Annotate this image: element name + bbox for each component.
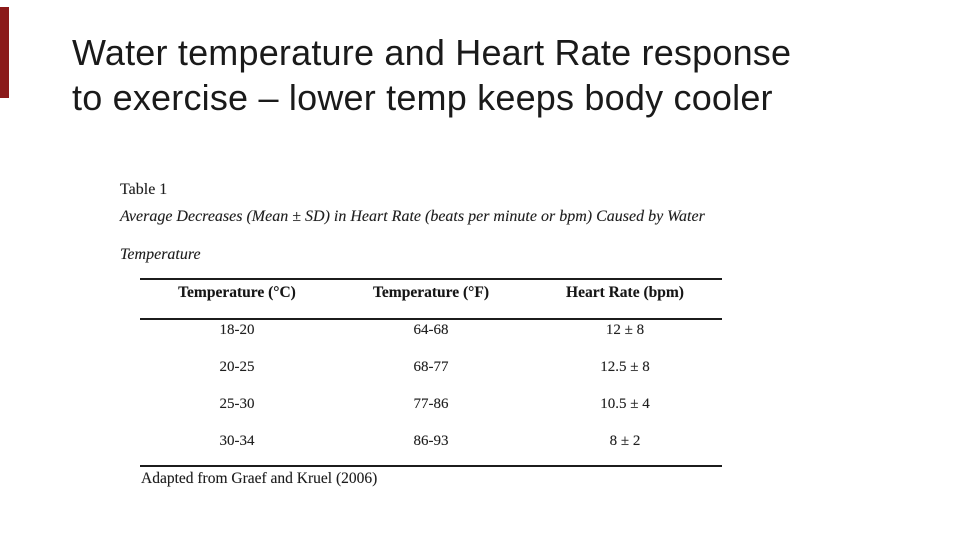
table-rule-under-header	[140, 318, 722, 320]
table-cell: 10.5 ± 4	[600, 396, 650, 412]
table-label: Table 1	[120, 181, 168, 198]
slide-title-line-2: to exercise – lower temp keeps body cool…	[72, 77, 773, 118]
table-source-note: Adapted from Graef and Kruel (2006)	[141, 470, 378, 487]
column-header-temp-f: Temperature (°F)	[373, 284, 489, 301]
table-row: 20-25 68-77 12.5 ± 8	[140, 349, 722, 386]
table-body: 18-20 64-68 12 ± 8 20-25 68-77 12.5 ± 8 …	[140, 312, 722, 460]
table-rule-top	[140, 278, 722, 280]
slide-title-line-1: Water temperature and Heart Rate respons…	[72, 32, 792, 73]
column-header-heart-rate: Heart Rate (bpm)	[566, 284, 684, 301]
table-cell: 77-86	[413, 396, 449, 412]
table-cell: 25-30	[219, 396, 255, 412]
table-cell: 68-77	[413, 359, 449, 375]
table-cell: 20-25	[219, 359, 255, 375]
table-cell: 8 ± 2	[609, 433, 641, 449]
table-cell: 64-68	[413, 322, 449, 338]
table-cell: 30-34	[219, 433, 255, 449]
slide-title: Water temperature and Heart Rate respons…	[72, 30, 912, 120]
table-caption-line-1: Average Decreases (Mean ± SD) in Heart R…	[120, 208, 705, 225]
table-caption-line-2: Temperature	[120, 246, 201, 263]
column-header-temp-c: Temperature (°C)	[178, 284, 296, 301]
table-row: 18-20 64-68 12 ± 8	[140, 312, 722, 349]
table-rule-bottom	[140, 465, 722, 467]
table-cell: 18-20	[219, 322, 255, 338]
table-row: 25-30 77-86 10.5 ± 4	[140, 386, 722, 423]
table-cell: 12.5 ± 8	[600, 359, 650, 375]
table-cell: 86-93	[413, 433, 449, 449]
table-header-row: Temperature (°C) Temperature (°F) Heart …	[140, 284, 722, 302]
table-row: 30-34 86-93 8 ± 2	[140, 423, 722, 460]
table-cell: 12 ± 8	[605, 322, 645, 338]
slide-accent-bar	[0, 7, 9, 98]
